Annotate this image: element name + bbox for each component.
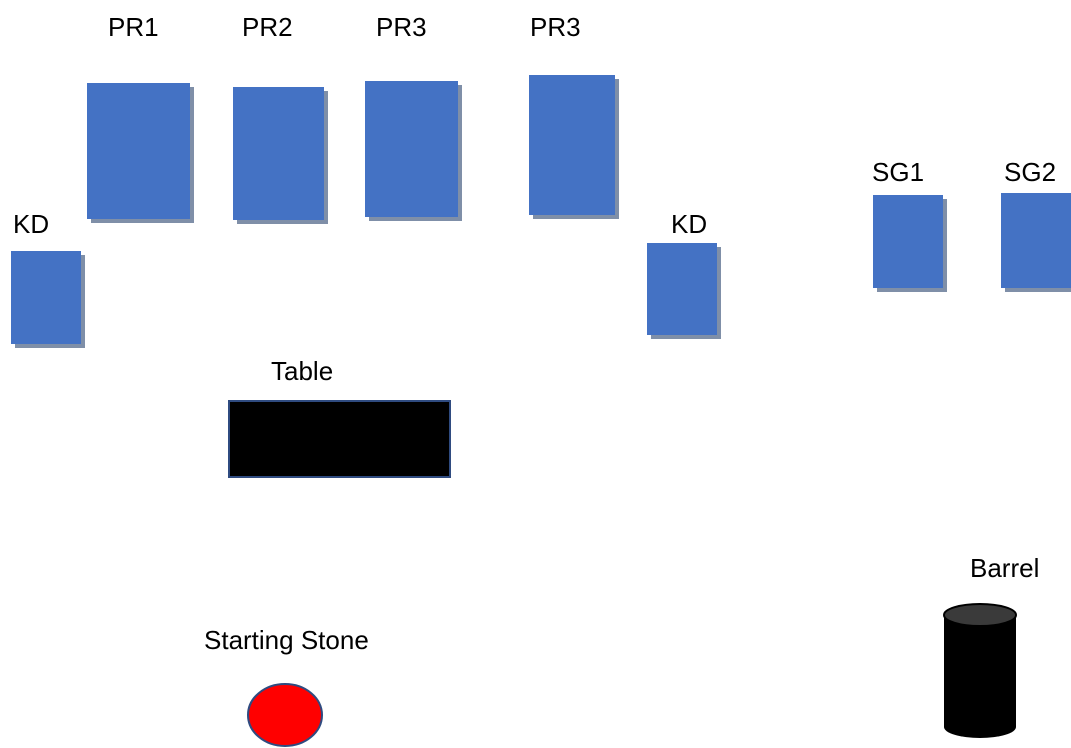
barrel-shape xyxy=(943,603,1017,738)
label-table: Table xyxy=(271,356,334,386)
pr2-block xyxy=(233,87,324,220)
label-pr1: PR1 xyxy=(108,12,159,42)
pr3-block-b xyxy=(529,75,615,215)
kd-block-left xyxy=(11,251,81,344)
pr1-block xyxy=(87,83,190,219)
label-pr3-b: PR3 xyxy=(530,12,581,42)
sg2-block xyxy=(1001,193,1071,288)
label-pr3-a: PR3 xyxy=(376,12,427,42)
label-starting-stone: Starting Stone xyxy=(204,625,369,655)
sg1-block xyxy=(873,195,943,288)
label-sg1: SG1 xyxy=(872,157,925,187)
label-barrel: Barrel xyxy=(970,553,1040,583)
kd-block-right xyxy=(647,243,717,335)
table-shape xyxy=(228,400,451,478)
label-pr2: PR2 xyxy=(242,12,293,42)
starting-stone-shape xyxy=(247,683,323,747)
label-kd-left: KD xyxy=(13,209,50,239)
label-kd-right: KD xyxy=(671,209,708,239)
label-sg2: SG2 xyxy=(1004,157,1057,187)
pr3-block-a xyxy=(365,81,458,217)
